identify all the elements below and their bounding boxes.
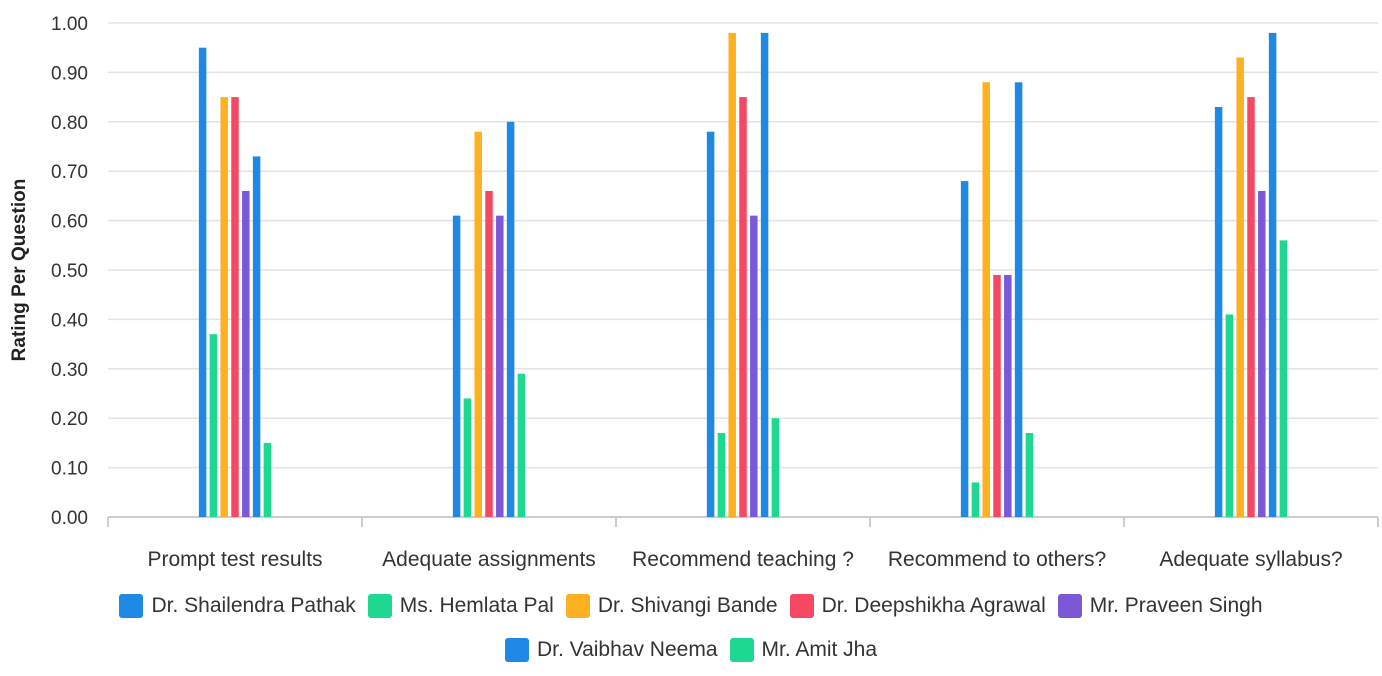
bar[interactable] <box>1258 191 1266 517</box>
bar[interactable] <box>453 216 461 517</box>
bar[interactable] <box>1004 275 1012 517</box>
bar[interactable] <box>1026 433 1034 517</box>
legend-swatch <box>505 638 529 662</box>
legend-label: Dr. Deepshikha Agrawal <box>822 588 1046 624</box>
y-tick-label: 0.70 <box>51 162 88 183</box>
bar[interactable] <box>507 122 514 517</box>
bar[interactable] <box>518 374 526 517</box>
bar[interactable] <box>231 97 239 517</box>
bar[interactable] <box>1015 82 1023 517</box>
y-tick-label: 0.90 <box>51 63 88 84</box>
y-tick-label: 0.80 <box>51 113 88 134</box>
bar[interactable] <box>982 82 990 517</box>
legend-label: Dr. Shivangi Bande <box>598 588 778 624</box>
legend-item[interactable]: Dr. Shivangi Bande <box>566 588 778 624</box>
y-tick-label: 0.50 <box>51 261 88 282</box>
legend-item[interactable]: Mr. Praveen Singh <box>1058 588 1263 624</box>
y-tick-label: 1.00 <box>51 14 88 35</box>
bar[interactable] <box>485 191 493 517</box>
bar[interactable] <box>1247 97 1255 517</box>
bar[interactable] <box>728 33 736 517</box>
legend-swatch <box>566 594 590 618</box>
legend-swatch <box>119 594 143 618</box>
legend-swatch <box>790 594 814 618</box>
legend-label: Mr. Amit Jha <box>762 632 878 668</box>
bar[interactable] <box>220 97 228 517</box>
chart-container: 0.00 0.10 0.20 0.30 0.40 0.50 0.60 0.70 0.80 0.90… <box>0 0 1382 660</box>
bar[interactable] <box>993 275 1001 517</box>
bar[interactable] <box>464 398 472 517</box>
bar[interactable] <box>772 418 780 517</box>
bar[interactable] <box>761 33 769 517</box>
y-axis: 0.00 0.10 0.20 0.30 0.40 0.50 0.60 0.70 0.80 0.90… <box>51 14 88 529</box>
legend-swatch <box>368 594 392 618</box>
x-category-label: Recommend to others? <box>888 548 1106 571</box>
x-category-label: Adequate syllabus? <box>1159 548 1342 571</box>
y-tick-label: 0.20 <box>51 409 88 430</box>
x-axis: Prompt test results Adequate assignments R… <box>108 517 1378 571</box>
y-tick-label: 0.40 <box>51 310 88 331</box>
bar[interactable] <box>1269 33 1277 517</box>
bar[interactable] <box>1280 240 1288 517</box>
x-category-label: Recommend teaching ? <box>632 548 854 571</box>
bar[interactable] <box>210 334 218 517</box>
legend-label: Ms. Hemlata Pal <box>400 588 554 624</box>
legend-item[interactable]: Dr. Deepshikha Agrawal <box>790 588 1046 624</box>
legend-label: Dr. Vaibhav Neema <box>537 632 718 668</box>
legend-item[interactable]: Ms. Hemlata Pal <box>368 588 554 624</box>
legend-item[interactable]: Dr. Vaibhav Neema <box>505 632 718 668</box>
legend-swatch <box>730 638 754 662</box>
bar[interactable] <box>972 482 980 517</box>
bar[interactable] <box>961 181 969 517</box>
bar[interactable] <box>264 443 272 517</box>
x-category-label: Adequate assignments <box>382 548 596 571</box>
bar[interactable] <box>496 216 504 517</box>
bar[interactable] <box>739 97 747 517</box>
bar[interactable] <box>1226 314 1234 517</box>
bar[interactable] <box>707 132 715 517</box>
y-tick-label: 0.60 <box>51 212 88 233</box>
y-tick-label: 0.10 <box>51 459 88 480</box>
bar[interactable] <box>1215 107 1223 517</box>
legend: Dr. Shailendra Pathak Ms. Hemlata Pal Dr. … <box>0 588 1382 676</box>
y-tick-label: 0.30 <box>51 360 88 381</box>
bar[interactable] <box>242 191 250 517</box>
bar[interactable] <box>1236 58 1244 517</box>
x-category-label: Prompt test results <box>147 548 322 571</box>
legend-label: Mr. Praveen Singh <box>1090 588 1263 624</box>
bar[interactable] <box>474 132 482 517</box>
legend-label: Dr. Shailendra Pathak <box>151 588 355 624</box>
bar-chart: 0.00 0.10 0.20 0.30 0.40 0.50 0.60 0.70 0.80 0.90… <box>0 0 1382 588</box>
legend-item[interactable]: Dr. Shailendra Pathak <box>119 588 355 624</box>
y-axis-title: Rating Per Question <box>9 179 30 362</box>
legend-item[interactable]: Mr. Amit Jha <box>730 632 878 668</box>
bar[interactable] <box>199 48 207 517</box>
bar[interactable] <box>253 156 261 517</box>
bars <box>199 33 1287 517</box>
bar[interactable] <box>750 216 758 517</box>
bar[interactable] <box>718 433 726 517</box>
legend-swatch <box>1058 594 1082 618</box>
y-tick-label: 0.00 <box>51 508 88 529</box>
